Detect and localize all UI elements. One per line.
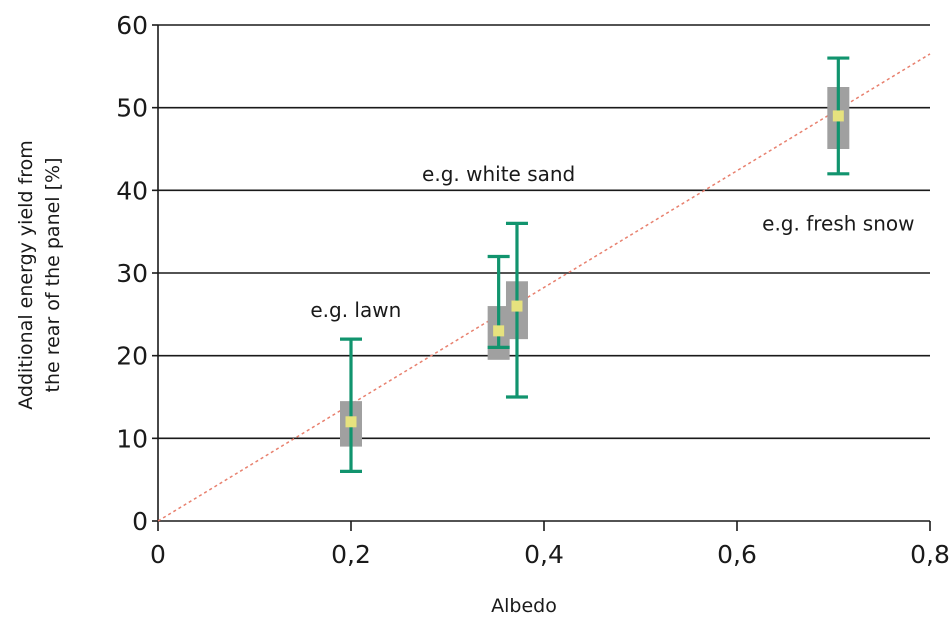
point-marker (511, 300, 523, 312)
trend-layer (157, 53, 931, 522)
y-tick-label: 40 (116, 176, 148, 205)
x-tick-label: 0,6 (717, 540, 757, 569)
y-tick-label: 10 (116, 424, 148, 453)
annotation-label: e.g. white sand (422, 162, 575, 186)
trend-line (157, 53, 931, 522)
point-marker (832, 110, 844, 122)
y-tick-label: 60 (116, 11, 148, 40)
x-axis-title: Albedo (491, 595, 557, 617)
y-axis-title-line: the rear of the panel [%] (42, 157, 64, 392)
axis-layer: 0 0,2 0,4 0,6 0,8 0 10 20 30 40 50 60 (116, 11, 949, 569)
y-tick-label: 20 (116, 342, 148, 371)
annotation-label: e.g. fresh snow (762, 211, 914, 235)
data-point-4 (827, 56, 850, 176)
x-tick-label: 0,4 (524, 540, 564, 569)
data-point-3 (505, 221, 528, 399)
x-tick-label: 0,8 (910, 540, 949, 569)
data-point-1 (340, 337, 362, 473)
y-tick-label: 0 (132, 507, 148, 536)
points-layer (340, 56, 850, 473)
y-tick-label: 30 (116, 259, 148, 288)
label-layer: Albedo Additional energy yield from the re… (15, 140, 914, 617)
point-marker (493, 325, 505, 337)
grid-layer (158, 24, 930, 440)
y-axis-title-line: Additional energy yield from (15, 140, 37, 409)
point-marker (345, 416, 357, 428)
y-tick-label: 50 (116, 94, 148, 123)
data-point-2 (487, 254, 510, 360)
annotation-label: e.g. lawn (310, 298, 401, 322)
y-axis-title: Additional energy yield from the rear of … (15, 140, 64, 409)
x-tick-label: 0,2 (331, 540, 371, 569)
x-tick-label: 0 (150, 540, 166, 569)
